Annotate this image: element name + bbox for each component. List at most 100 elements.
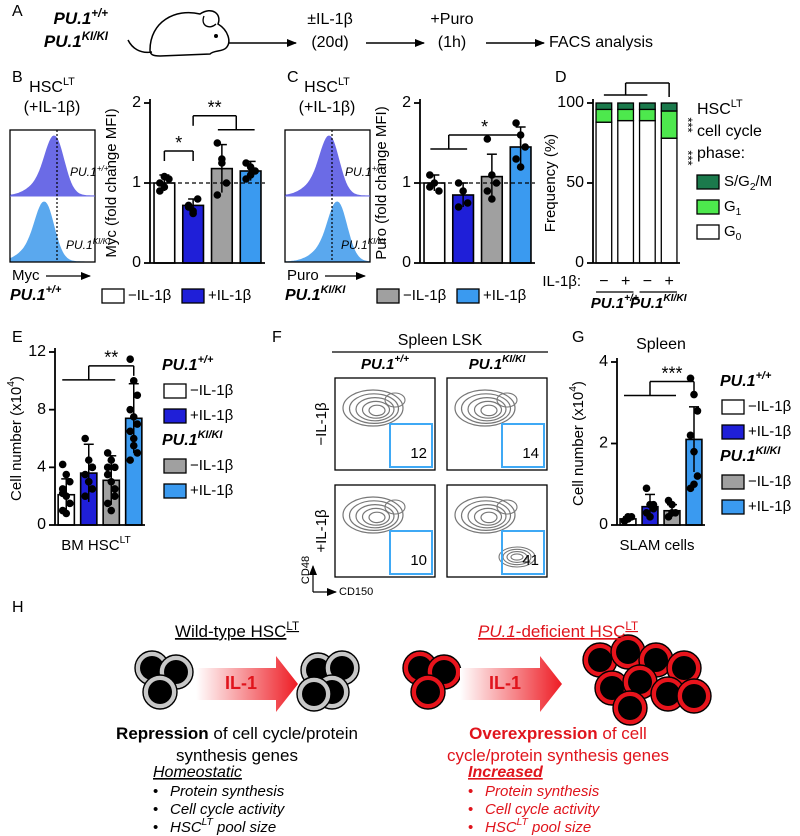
text-part: PU.1 xyxy=(361,356,394,373)
text-part: LT xyxy=(731,98,743,110)
panel-letter: H xyxy=(12,599,24,616)
contour xyxy=(460,500,512,531)
legend-swatch xyxy=(721,474,745,490)
contour xyxy=(498,546,536,568)
histogram-curve xyxy=(9,135,96,197)
data-point xyxy=(213,139,222,147)
text-part: Homeostatic xyxy=(153,764,242,781)
model-outcome: Repression of cell cycle/protein xyxy=(116,724,358,743)
bar xyxy=(239,170,262,264)
bar-segment xyxy=(595,121,613,264)
text-part: HSC xyxy=(485,819,517,836)
text-part: Repression xyxy=(116,724,209,743)
text-part: PU.1 xyxy=(54,9,92,28)
text-part: ) xyxy=(570,381,587,386)
text-part: LT xyxy=(625,621,638,633)
legend-label: +IL-1β xyxy=(748,423,792,440)
text-part: PU.1 xyxy=(720,373,756,390)
text-part: PU.1 xyxy=(341,238,368,252)
model-title: Wild-type HSCLT xyxy=(175,621,299,641)
legend-swatch xyxy=(721,424,745,440)
flow-x-axis: CD150 xyxy=(339,586,373,598)
flow-row: +IL-1β xyxy=(313,509,330,553)
y-tick-label: 2 xyxy=(599,435,608,452)
model-outcome: synthesis genes xyxy=(176,746,298,765)
bar-segment xyxy=(638,119,656,264)
contour xyxy=(473,507,503,526)
text-part: LT xyxy=(338,76,350,88)
data-point xyxy=(62,470,71,479)
bar-segment xyxy=(660,137,678,264)
data-point xyxy=(133,391,142,400)
histogram-subtitle: (+IL-1β) xyxy=(24,99,81,116)
significance-label: *** xyxy=(681,117,696,132)
legend-title: HSCLT xyxy=(697,98,743,118)
legend-swatch xyxy=(163,408,187,424)
gate-value: 10 xyxy=(410,552,427,569)
panel-letter: G xyxy=(572,329,584,346)
genotype: PU.1+/+ xyxy=(54,8,109,28)
y-tick-label: 0 xyxy=(132,254,141,271)
data-point xyxy=(516,163,525,171)
data-point xyxy=(492,179,501,187)
text-part: PU.1 xyxy=(478,622,516,641)
gate xyxy=(389,530,433,575)
contour xyxy=(361,400,391,419)
text-part: PU.1 xyxy=(162,357,198,374)
bullet: • xyxy=(153,801,158,818)
data-point xyxy=(642,484,651,493)
data-point xyxy=(459,187,467,195)
legend-swatch xyxy=(163,483,187,499)
text-part: 2 xyxy=(750,182,756,193)
flow-column: PU.1KI/KI xyxy=(469,354,526,373)
legend-label: +IL-1β xyxy=(748,498,792,515)
gate xyxy=(501,530,545,575)
model-bullet: Cell cycle activity xyxy=(170,801,286,818)
significance-label: * xyxy=(175,133,182,153)
text-part: pool size xyxy=(213,819,276,836)
text-part: +/+ xyxy=(46,284,62,296)
text-part: LT xyxy=(63,76,75,88)
bullet: • xyxy=(468,801,473,818)
text-part: /M xyxy=(756,173,773,190)
text-part: 4 xyxy=(6,381,17,387)
text-part: Cell cycle activity xyxy=(485,801,601,818)
y-tick-label: 8 xyxy=(37,401,46,418)
contour xyxy=(342,389,404,427)
text-part: KI/KI xyxy=(368,237,386,246)
x-tick-label: + xyxy=(621,273,630,290)
text-part: LT xyxy=(517,817,529,828)
data-point xyxy=(426,171,434,179)
panel-letter: F xyxy=(272,329,282,346)
panel-letter: B xyxy=(12,69,23,86)
legend-title: phase: xyxy=(697,145,745,162)
text-part: pool size xyxy=(528,819,591,836)
gate-value: 12 xyxy=(410,445,427,462)
legend-label: −IL-1β xyxy=(190,457,234,474)
histogram-title: HSCLT xyxy=(29,76,75,96)
bar-segment xyxy=(638,102,656,111)
mouse-ear xyxy=(202,15,217,28)
data-point xyxy=(189,209,197,218)
data-point xyxy=(690,390,698,399)
legend-label: G1 xyxy=(724,198,742,218)
y-tick-label: 4 xyxy=(37,459,46,476)
contour xyxy=(355,397,395,422)
data-point xyxy=(686,374,695,383)
data-point xyxy=(129,441,138,450)
y-tick-label: 0 xyxy=(575,254,584,271)
data-point xyxy=(646,513,654,521)
flow-column: PU.1+/+ xyxy=(361,354,409,373)
text-part: PU.1 xyxy=(720,448,756,465)
text-part: KI/KI xyxy=(756,445,782,457)
legend-swatch xyxy=(696,224,720,240)
text-part: KI/KI xyxy=(663,293,686,304)
gate xyxy=(389,423,433,468)
data-point xyxy=(107,477,116,486)
legend-swatch xyxy=(101,288,125,304)
legend-label: +IL-1β xyxy=(208,287,252,304)
text-part: G xyxy=(724,198,736,215)
data-point xyxy=(488,171,496,179)
data-point xyxy=(81,492,89,500)
